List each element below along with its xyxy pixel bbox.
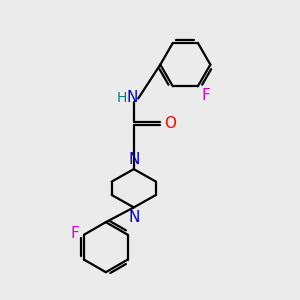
Text: O: O: [164, 116, 176, 131]
Text: F: F: [71, 226, 80, 241]
Text: N: N: [128, 210, 140, 225]
Text: N: N: [128, 152, 140, 167]
Text: H: H: [117, 91, 127, 105]
Text: N: N: [127, 90, 138, 105]
Text: F: F: [201, 88, 210, 103]
